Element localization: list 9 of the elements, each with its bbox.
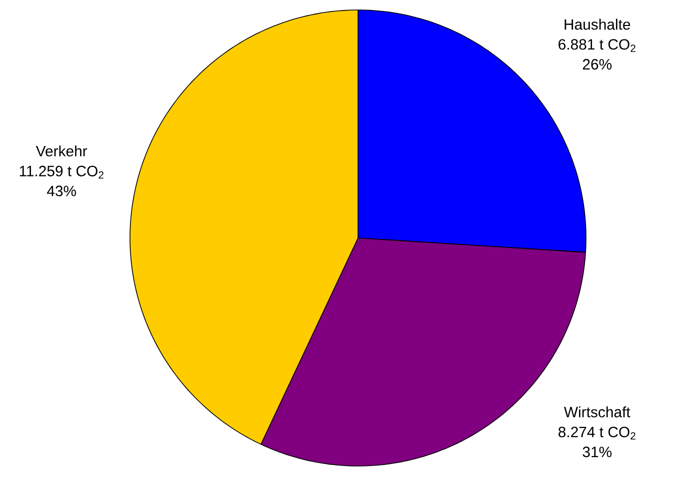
text: 11.259 t CO$_{2}$ xyxy=(20,166,104,179)
slice-label: Verkehr xyxy=(36,145,88,156)
data-label: 31% xyxy=(582,446,612,458)
text: 8.274 t CO$_{2}$ xyxy=(558,426,636,440)
text: 6.881 t CO$_{2}$ xyxy=(558,39,636,52)
data-label: 26% xyxy=(582,59,612,70)
slice-label: Haushalte xyxy=(564,18,630,30)
slice-label: Wirtschaft xyxy=(564,406,630,418)
data-label: 43% xyxy=(46,186,76,196)
